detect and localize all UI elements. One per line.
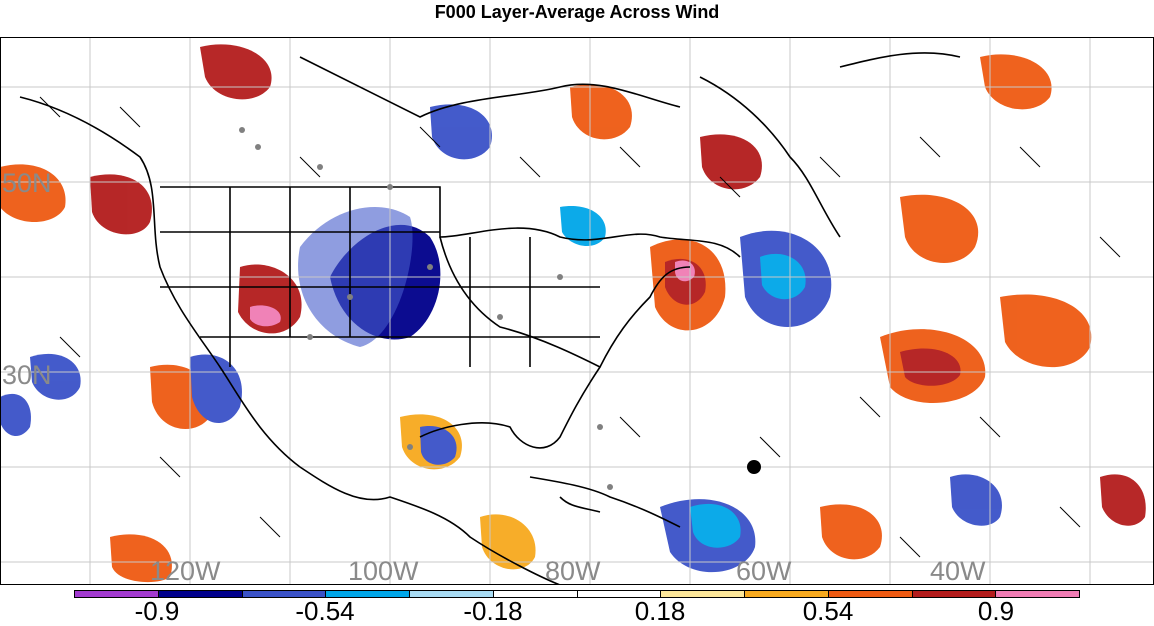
latitude-label-50n: 50N bbox=[2, 168, 52, 198]
colorbar-segment bbox=[828, 591, 913, 597]
colorbar-segment bbox=[326, 591, 410, 597]
colorbar-segment bbox=[75, 591, 159, 597]
colorbar-segment bbox=[745, 591, 829, 597]
colorbar-segment bbox=[242, 591, 327, 597]
colorbar-segment bbox=[158, 591, 243, 597]
colorbar-segment bbox=[577, 591, 662, 597]
coastlines bbox=[19, 52, 961, 585]
colorbar-segment bbox=[912, 591, 997, 597]
across-wind-map bbox=[0, 37, 1154, 585]
station-markers bbox=[239, 127, 613, 490]
colorbar-segment bbox=[661, 591, 745, 597]
colorbar-segment bbox=[410, 591, 494, 597]
map-title: F000 Layer-Average Across Wind bbox=[434, 2, 720, 22]
colorbar-label: -0.18 bbox=[463, 596, 523, 626]
storm-marker bbox=[747, 460, 761, 474]
longitude-label-120w: 120W bbox=[150, 556, 221, 586]
longitude-label-80w: 80W bbox=[545, 556, 601, 586]
longitude-label-60w: 60W bbox=[736, 556, 792, 586]
latitude-label-30n: 30N bbox=[2, 360, 52, 390]
longitude-label-40w: 40W bbox=[930, 556, 986, 586]
colorbar-label: -0.54 bbox=[295, 596, 355, 626]
colorbar-segment bbox=[493, 591, 578, 597]
colorbar-segment bbox=[996, 591, 1079, 597]
wind-barbs bbox=[39, 96, 1121, 558]
colorbar-label: -0.9 bbox=[134, 596, 180, 626]
colorbar-label: 0.54 bbox=[802, 596, 854, 626]
colorbar-label: 0.18 bbox=[634, 596, 686, 626]
longitude-label-100w: 100W bbox=[348, 556, 419, 586]
colorbar bbox=[74, 590, 1080, 598]
colorbar-label: 0.9 bbox=[977, 596, 1015, 626]
map-panel bbox=[0, 37, 1154, 585]
